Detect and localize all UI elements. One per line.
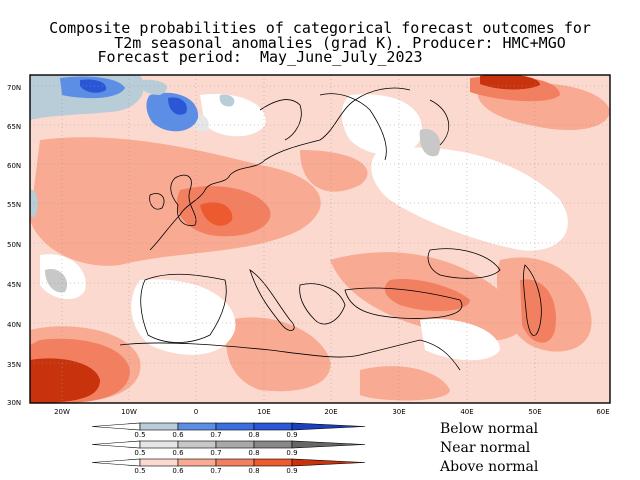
- map-frame: [29, 74, 611, 404]
- legend-arrow-left: [91, 440, 141, 449]
- legend-swatch: [177, 422, 217, 431]
- map-title-line-2: T2m seasonal anomalies (grad K). Produce…: [114, 34, 566, 52]
- legend-below-normal-label: Below normal: [440, 421, 539, 437]
- legend-tick-label: 0.7: [210, 467, 221, 475]
- legend-tick-label: 0.8: [248, 467, 259, 475]
- legend-arrow-left: [91, 422, 141, 431]
- legend-arrow-left: [91, 458, 141, 467]
- lat-tick-label: 55N: [7, 201, 21, 209]
- legend-swatch: [139, 440, 179, 449]
- lat-tick-label: 70N: [7, 84, 21, 92]
- legend-swatch: [291, 458, 366, 467]
- lon-tick-label: 10W: [121, 408, 137, 416]
- legend-swatch: [139, 458, 179, 467]
- legend-tick-label: 0.9: [286, 467, 297, 475]
- legend-swatch: [291, 422, 366, 431]
- legend-tick-label: 0.8: [248, 431, 259, 439]
- map-grid: [30, 75, 610, 403]
- lat-tick-label: 45N: [7, 281, 21, 289]
- legend-tick-label: 0.5: [134, 431, 145, 439]
- legend-tick-label: 0.9: [286, 449, 297, 457]
- lon-tick-label: 30E: [392, 408, 405, 416]
- legend-swatch: [215, 458, 255, 467]
- legend-swatch: [215, 422, 255, 431]
- legend-tick-label: 0.6: [172, 449, 184, 457]
- lat-tick-label: 40N: [7, 321, 21, 329]
- coastlines: [119, 87, 542, 371]
- legend-tick-label: 0.7: [210, 431, 221, 439]
- legend-tick-label: 0.8: [248, 449, 259, 457]
- legend-swatch: [177, 458, 217, 467]
- lat-tick-label: 65N: [7, 123, 21, 131]
- legend-above-normal-label: Above normal: [440, 459, 539, 475]
- lon-tick-label: 40E: [460, 408, 473, 416]
- lon-tick-label: 50E: [528, 408, 541, 416]
- lat-tick-label: 30N: [7, 399, 21, 407]
- legend-tick-label: 0.6: [172, 467, 184, 475]
- legend-tick-label: 0.7: [210, 449, 221, 457]
- lat-tick-label: 35N: [7, 361, 21, 369]
- longitude-labels: 20W 10W 0 10E 20E 30E 40E 50E 60E: [54, 408, 610, 416]
- legend-swatch: [177, 440, 217, 449]
- lon-tick-label: 20E: [324, 408, 337, 416]
- lat-tick-label: 60N: [7, 162, 21, 170]
- lon-tick-label: 60E: [596, 408, 609, 416]
- legend-swatch: [215, 440, 255, 449]
- legend-swatch: [253, 422, 293, 431]
- legend-swatch: [291, 440, 366, 449]
- legend-swatch: [253, 440, 293, 449]
- probability-field: [30, 75, 610, 403]
- latitude-labels: 70N 65N 60N 55N 50N 45N 40N 35N 30N: [7, 84, 21, 407]
- legend-tick-label: 0.9: [286, 431, 297, 439]
- map-title-line-3: Forecast period: May_June_July_2023: [97, 48, 423, 66]
- legend-tick-label: 0.6: [172, 431, 184, 439]
- legend-tick-label: 0.5: [134, 449, 145, 457]
- lon-tick-label: 0: [194, 408, 198, 416]
- legend-swatch: [139, 422, 179, 431]
- lon-tick-label: 20W: [54, 408, 70, 416]
- lon-tick-label: 10E: [257, 408, 270, 416]
- legend-tick-label: 0.5: [134, 467, 145, 475]
- map-title-line-1: Composite probabilities of categorical f…: [49, 19, 591, 37]
- legend-swatch: [253, 458, 293, 467]
- legend-near-normal-label: Near normal: [440, 440, 531, 456]
- legend-color-bars: 0.5 0.6 0.7 0.8 0.9 0.5 0.6 0.7 0.8 0.9 0.5 0.6 0.7 0…: [91, 422, 366, 475]
- lat-tick-label: 50N: [7, 241, 21, 249]
